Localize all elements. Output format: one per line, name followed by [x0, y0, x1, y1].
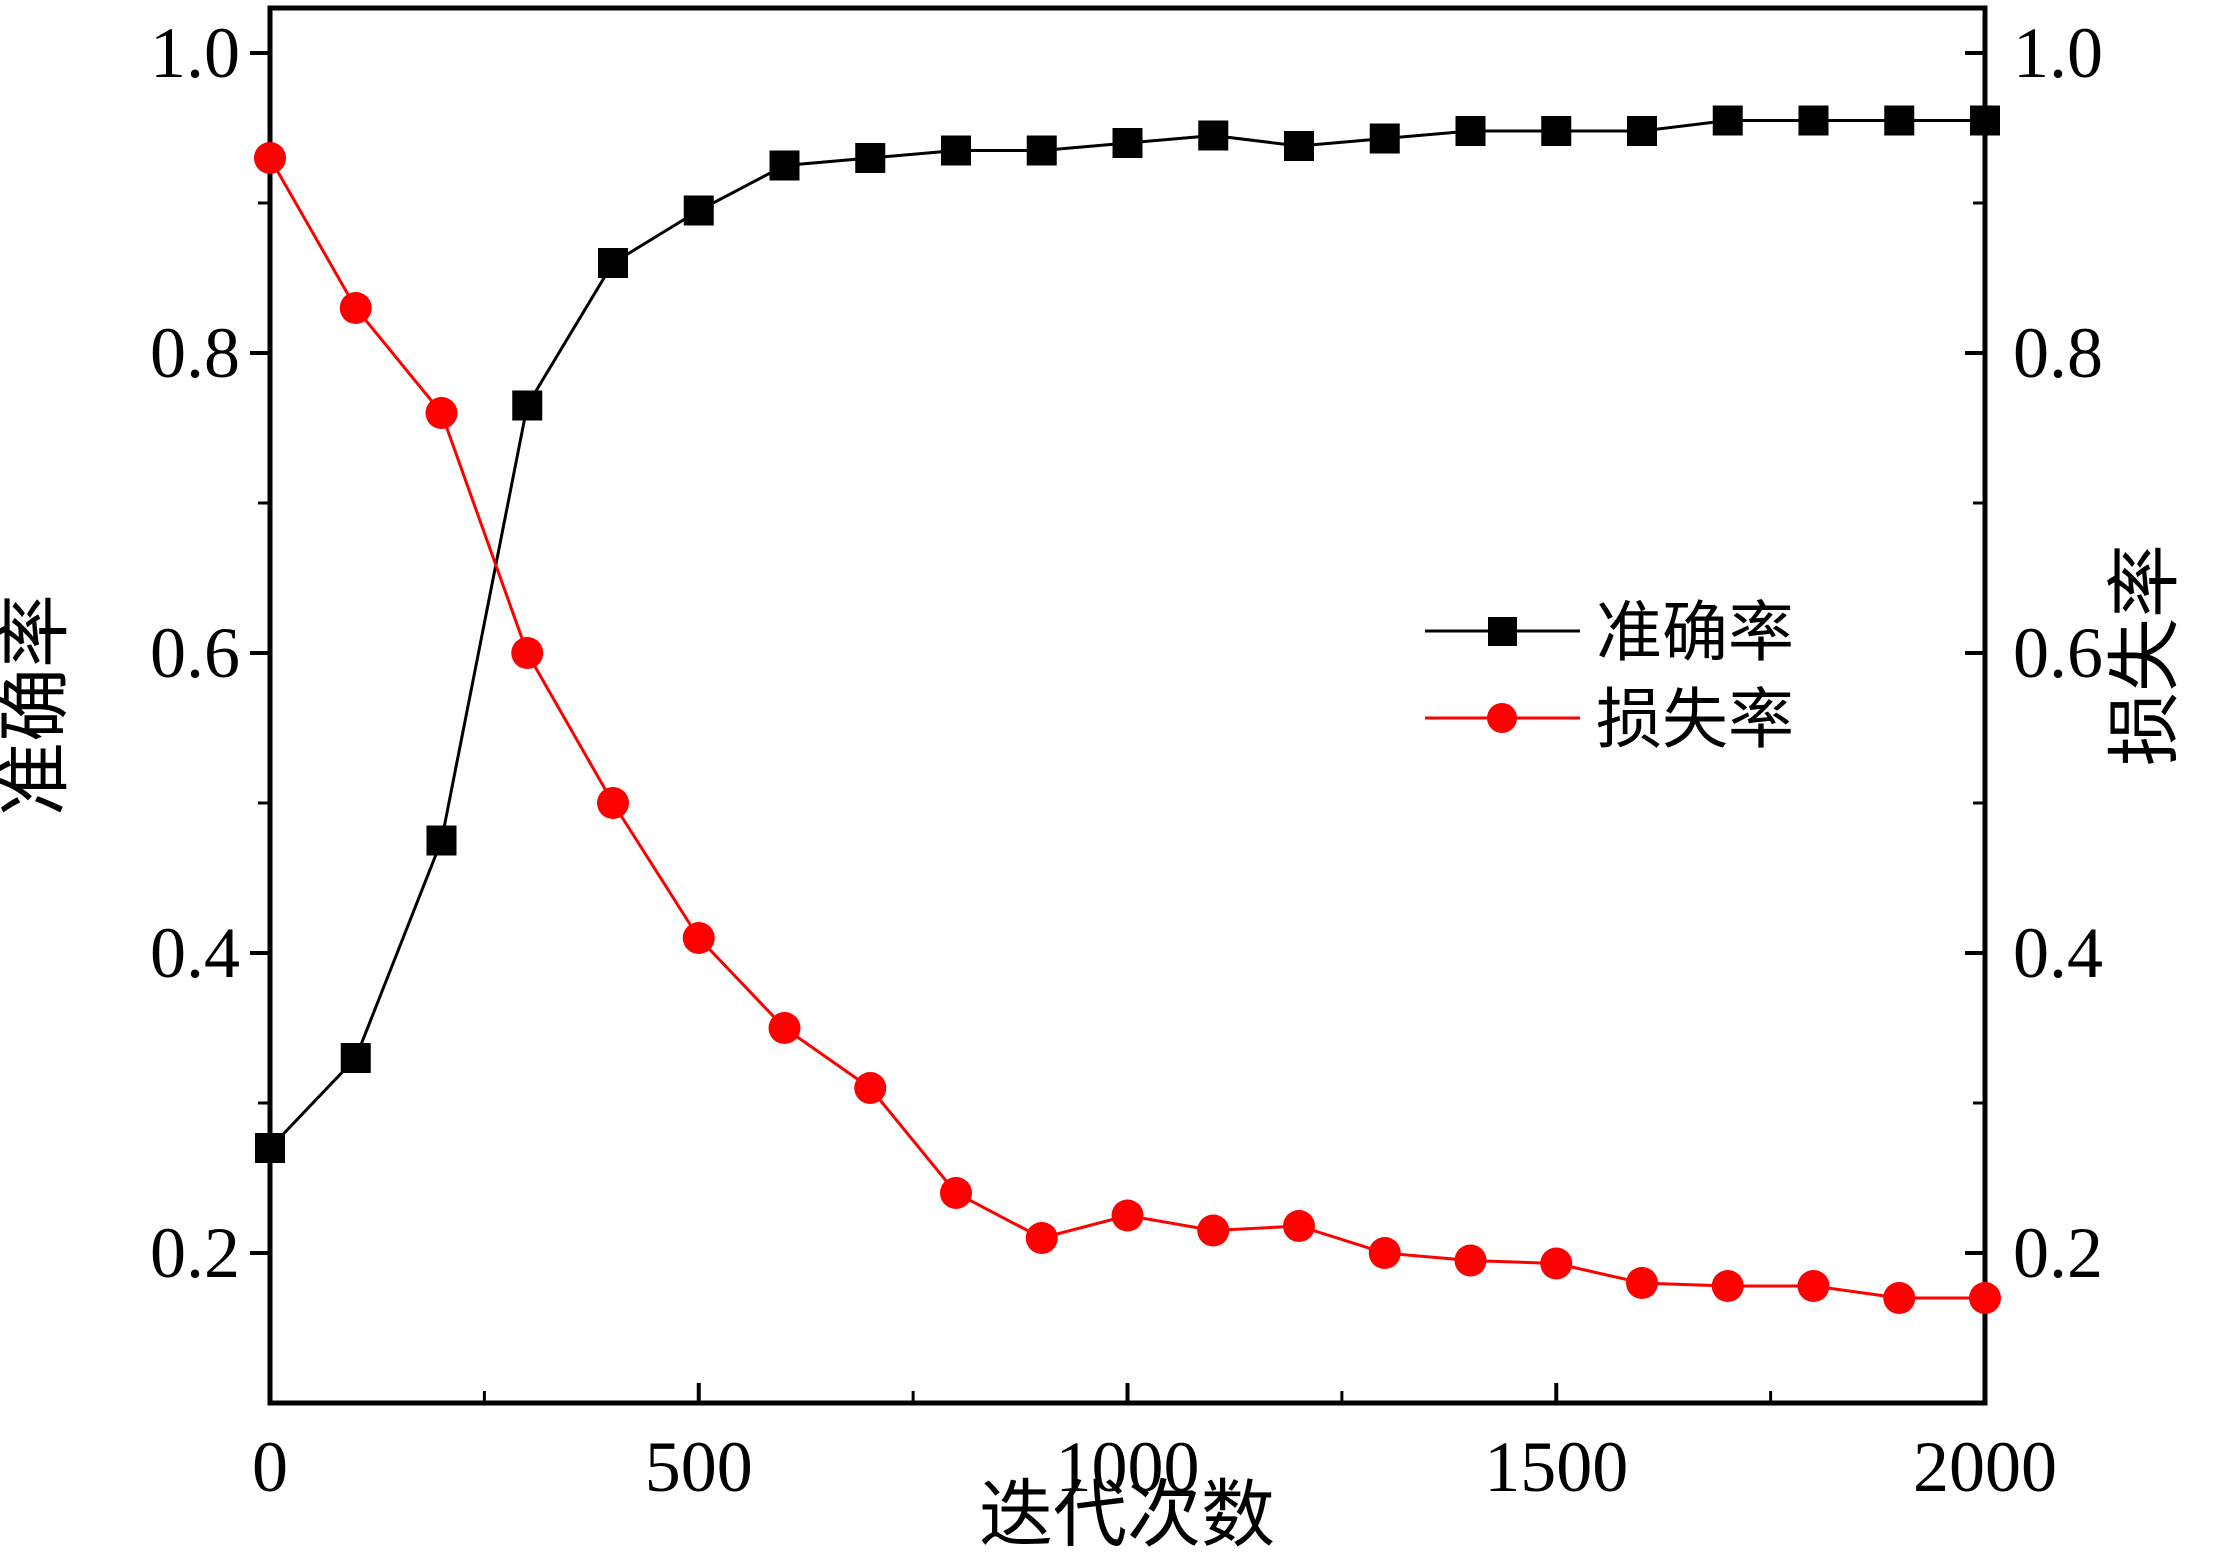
x-tick-label: 1500 [1484, 1427, 1628, 1507]
data-point-accuracy [941, 135, 971, 166]
y-tick-label-left: 0.2 [150, 1213, 240, 1293]
legend-marker-accuracy [1488, 617, 1517, 646]
data-point-accuracy [1284, 131, 1314, 161]
x-axis-title: 迭代次数 [979, 1472, 1275, 1558]
y-tick-label-left: 0.4 [150, 913, 240, 993]
data-point-loss [597, 787, 629, 819]
x-tick-label: 2000 [1913, 1427, 2057, 1507]
data-point-accuracy [512, 390, 543, 421]
data-point-accuracy [255, 1133, 285, 1163]
data-point-loss [1626, 1267, 1658, 1299]
x-tick-label: 1000 [1056, 1427, 1200, 1507]
y-tick-label-right: 0.8 [2013, 313, 2103, 393]
data-point-accuracy [426, 825, 457, 856]
data-point-loss [768, 1012, 801, 1044]
x-tick-label: 500 [645, 1427, 753, 1507]
y-axis-title-left: 准确率 [0, 594, 78, 816]
data-point-accuracy [1026, 135, 1057, 166]
data-point-accuracy [855, 143, 886, 173]
y-tick-label-right: 0.6 [2013, 613, 2103, 693]
y-tick-label-right: 1.0 [2013, 13, 2103, 93]
data-point-loss [682, 922, 715, 954]
legend-marker-loss [1487, 703, 1517, 733]
data-point-accuracy [1112, 128, 1143, 158]
data-point-accuracy [1455, 116, 1486, 146]
y-tick-label-left: 0.6 [150, 613, 240, 693]
data-point-accuracy [1884, 105, 1915, 136]
data-point-loss [1711, 1270, 1744, 1302]
data-point-loss [1368, 1237, 1401, 1269]
data-point-accuracy [1369, 123, 1400, 154]
data-point-accuracy [1970, 105, 2000, 136]
legend-label-loss: 损失率 [1596, 681, 1794, 758]
data-point-accuracy [1712, 105, 1743, 136]
data-point-loss [1197, 1214, 1230, 1247]
data-point-loss [1797, 1270, 1830, 1302]
data-point-loss [339, 292, 372, 324]
data-point-loss [1883, 1282, 1916, 1314]
y-tick-label-left: 0.8 [150, 313, 240, 393]
x-tick-label: 0 [252, 1427, 288, 1507]
data-point-loss [254, 142, 286, 174]
legend-label-accuracy: 准确率 [1596, 594, 1794, 671]
data-point-accuracy [1198, 120, 1229, 151]
data-point-accuracy [1541, 116, 1572, 146]
data-point-accuracy [598, 248, 628, 278]
data-point-accuracy [1798, 105, 1829, 136]
y-tick-label-right: 0.2 [2013, 1213, 2103, 1293]
y-tick-label-right: 0.4 [2013, 913, 2103, 993]
data-point-loss [1540, 1247, 1573, 1280]
data-point-loss [425, 397, 458, 429]
data-point-accuracy [683, 195, 714, 226]
y-axis-title-right: 损失率 [2102, 544, 2188, 766]
data-point-loss [1283, 1210, 1315, 1242]
y-tick-label-left: 1.0 [150, 13, 240, 93]
data-point-loss [1969, 1282, 2001, 1314]
data-point-loss [511, 637, 544, 669]
data-point-accuracy [1627, 116, 1657, 146]
data-point-loss [854, 1072, 887, 1104]
data-point-loss [1111, 1199, 1144, 1232]
data-point-loss [940, 1177, 972, 1209]
data-point-accuracy [769, 150, 800, 181]
data-point-loss [1454, 1244, 1487, 1277]
data-point-accuracy [340, 1043, 371, 1073]
data-point-loss [1025, 1222, 1058, 1254]
